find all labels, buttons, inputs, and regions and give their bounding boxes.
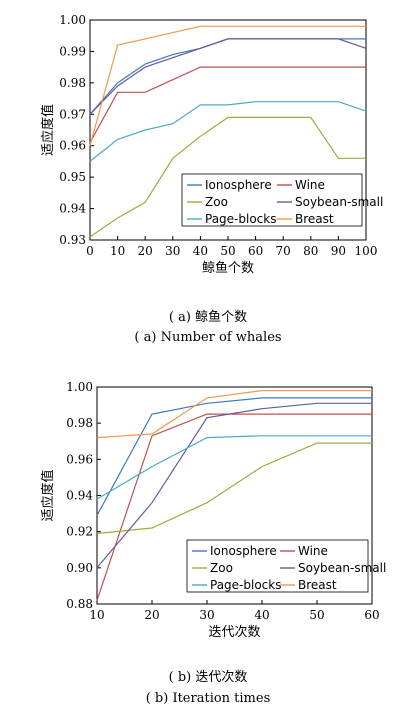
chart-b-legend-label-wine: Wine — [298, 544, 328, 558]
caption-b-chinese: ( b) 迭代次数 — [168, 670, 248, 685]
chart-a-y-tick-label: 1.00 — [59, 13, 86, 27]
chart-b-x-axis-label: 迭代次数 — [208, 624, 260, 640]
chart-b-y-tick-label: 0.94 — [66, 489, 93, 503]
chart-a-x-tick-label: 10 — [110, 244, 125, 258]
chart-a-y-tick-label: 0.94 — [59, 202, 86, 216]
chart-a-x-tick-label: 90 — [331, 244, 346, 258]
chart-a-legend-label-zoo: Zoo — [205, 195, 228, 209]
chart-b-x-tick-label: 30 — [199, 608, 214, 622]
chart-a-y-tick-label: 0.93 — [59, 233, 86, 247]
chart-b-y-tick-label: 0.90 — [66, 561, 93, 575]
chart-b-x-tick-label: 40 — [254, 608, 269, 622]
chart-b-series-zoo — [96, 442, 372, 535]
chart-b-y-tick-label: 0.88 — [66, 597, 93, 611]
chart-a-x-tick-label: 60 — [248, 244, 263, 258]
chart-b-series-page-blocks — [96, 435, 372, 500]
chart-a-y-tick-label: 0.98 — [59, 76, 86, 90]
chart-b-legend-box — [186, 539, 369, 593]
chart-a-x-tick-label: 40 — [193, 244, 208, 258]
chart-b-legend-label-breast: Breast — [298, 578, 337, 592]
chart-a-x-axis-label: 鲸鱼个数 — [202, 260, 254, 276]
chart-b-y-tick-label: 1.00 — [66, 380, 93, 394]
chart-b-y-tick-label: 0.92 — [66, 525, 93, 539]
chart-a-series-page-blocks — [89, 101, 367, 162]
chart-a-x-tick-label: 30 — [165, 244, 180, 258]
chart-b-x-tick-label: 10 — [89, 608, 104, 622]
chart-b-series-breast — [96, 390, 372, 439]
chart-a-y-tick-label: 0.95 — [59, 170, 86, 184]
chart-b-series-soybean-small — [96, 402, 372, 569]
chart-b-legend-label-page-blocks: Page-blocks — [210, 578, 281, 592]
chart-b-series-ionosphere — [96, 397, 372, 516]
chart-b-legend-label-soybean-small: Soybean-small — [298, 561, 386, 575]
chart-b-y-tick-label: 0.96 — [66, 452, 93, 466]
chart-b-x-tick-label: 50 — [309, 608, 324, 622]
chart-a-x-tick-label: 70 — [276, 244, 291, 258]
caption-a-chinese: ( a) 鲸鱼个数 — [168, 310, 248, 325]
chart-a-x-tick-label: 50 — [220, 244, 235, 258]
chart-a-y-axis-label: 适应度值 — [40, 104, 56, 156]
chart-a-x-tick-label: 20 — [138, 244, 153, 258]
chart-a-x-tick-label: 80 — [303, 244, 318, 258]
chart-a-series-soybean-small — [89, 38, 367, 115]
chart-a-x-tick-label: 0 — [86, 244, 94, 258]
chart-b-legend-label-ionosphere: Ionosphere — [210, 544, 277, 558]
chart-b-x-tick-label: 20 — [144, 608, 159, 622]
chart-a-x-tick-label: 100 — [355, 244, 378, 258]
chart-a-y-tick-label: 0.96 — [59, 139, 86, 153]
chart-b-series-wine — [96, 413, 372, 601]
caption-b-english: ( b) Iteration times — [145, 691, 271, 706]
chart-a-legend-label-soybean-small: Soybean-small — [295, 195, 383, 209]
chart-a-y-tick-label: 0.99 — [59, 44, 86, 58]
chart-a-series-zoo — [89, 116, 366, 238]
caption-a-english: ( a) Number of whales — [134, 330, 282, 345]
chart-a-legend-label-wine: Wine — [295, 178, 325, 192]
chart-b-x-tick-label: 60 — [364, 608, 379, 622]
chart-a-series-breast — [89, 25, 366, 146]
chart-a-legend-label-page-blocks: Page-blocks — [205, 212, 276, 226]
chart-b-y-tick-label: 0.98 — [66, 416, 93, 430]
chart-a-legend-label-breast: Breast — [295, 212, 334, 226]
chart-a-legend-box — [181, 173, 363, 227]
chart-a-series-wine — [89, 66, 366, 143]
chart-b-legend-label-zoo: Zoo — [210, 561, 233, 575]
chart-a-legend-label-ionosphere: Ionosphere — [205, 178, 272, 192]
chart-b-y-axis-label: 适应度值 — [40, 469, 56, 521]
chart-a-y-tick-label: 0.97 — [59, 107, 86, 121]
